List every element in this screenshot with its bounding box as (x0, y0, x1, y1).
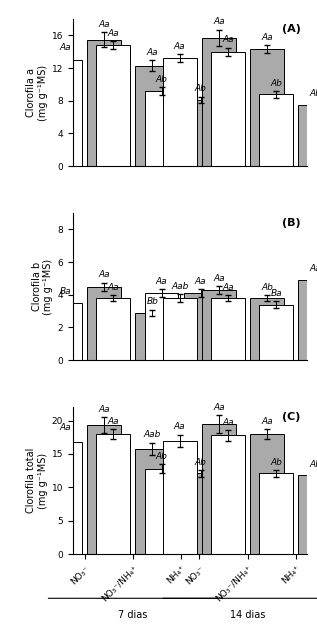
Bar (259, 304, 293, 360)
Text: (A): (A) (281, 24, 301, 34)
Text: Aa: Aa (213, 403, 225, 412)
Text: 7 dias: 7 dias (118, 610, 147, 620)
Text: (B): (B) (282, 218, 301, 227)
Bar (250, 49, 284, 166)
Text: Aa: Aa (222, 418, 234, 427)
Text: Ab: Ab (195, 458, 207, 467)
Bar (145, 293, 178, 360)
Bar (48, 442, 82, 554)
Bar (259, 473, 293, 554)
Text: Aa: Aa (98, 405, 110, 414)
Bar (298, 475, 317, 554)
Bar (163, 441, 197, 554)
Bar (184, 473, 217, 554)
Bar (202, 424, 236, 554)
Text: Ab: Ab (270, 79, 282, 88)
Text: Aa: Aa (195, 277, 206, 286)
Text: Aab: Aab (144, 431, 161, 440)
Bar (298, 280, 317, 360)
Bar (202, 38, 236, 166)
Text: Ab: Ab (309, 461, 317, 469)
Text: Ba: Ba (270, 289, 282, 298)
Bar (250, 434, 284, 554)
Text: Aa: Aa (213, 17, 225, 27)
Bar (87, 287, 121, 360)
Bar (135, 66, 169, 166)
Bar (163, 59, 197, 166)
Bar (211, 298, 245, 360)
Text: 14 dias: 14 dias (230, 610, 265, 620)
Text: Aa: Aa (213, 274, 225, 283)
Text: Aa: Aa (98, 270, 110, 280)
Text: Ab: Ab (270, 458, 282, 467)
Bar (87, 39, 121, 166)
Bar (48, 303, 82, 360)
Text: Ab: Ab (309, 89, 317, 98)
Text: Aa: Aa (146, 48, 158, 57)
Text: Aa: Aa (59, 423, 71, 432)
Bar (211, 52, 245, 166)
Text: Aa: Aa (107, 29, 119, 38)
Text: Bb: Bb (146, 297, 158, 306)
Text: Aa: Aa (222, 36, 234, 45)
Bar (145, 469, 178, 554)
Text: Aa: Aa (59, 43, 71, 52)
Bar (96, 298, 130, 360)
Text: Ab: Ab (156, 452, 167, 461)
Bar (259, 94, 293, 166)
Bar (96, 45, 130, 166)
Text: Aa: Aa (98, 20, 110, 29)
Bar (184, 293, 217, 360)
Text: Aab: Aab (171, 282, 189, 290)
Text: (C): (C) (282, 412, 301, 422)
Bar (135, 448, 169, 554)
Bar (250, 298, 284, 360)
Bar (87, 426, 121, 554)
Text: Aa: Aa (156, 277, 167, 286)
Text: Ab: Ab (195, 85, 207, 94)
Bar (96, 434, 130, 554)
Bar (202, 290, 236, 360)
Bar (145, 91, 178, 166)
Y-axis label: Clorofila b
(mg g⁻¹MS): Clorofila b (mg g⁻¹MS) (32, 259, 53, 315)
Text: Aa: Aa (107, 283, 119, 292)
Text: Ba: Ba (59, 287, 71, 296)
Text: Aa: Aa (222, 283, 234, 292)
Text: Aa: Aa (174, 422, 185, 431)
Bar (211, 435, 245, 554)
Text: Aa: Aa (261, 33, 273, 42)
Text: Ab: Ab (156, 75, 167, 83)
Y-axis label: Clorofila total
(mg g⁻¹MS): Clorofila total (mg g⁻¹MS) (26, 448, 48, 513)
Y-axis label: Clorofila a
(mg g⁻¹MS): Clorofila a (mg g⁻¹MS) (26, 64, 48, 120)
Text: Ab: Ab (261, 283, 273, 292)
Bar (48, 60, 82, 166)
Bar (135, 313, 169, 360)
Text: Aa: Aa (107, 417, 119, 426)
Bar (163, 298, 197, 360)
Text: Aa: Aa (309, 264, 317, 273)
Text: Aa: Aa (174, 42, 185, 51)
Bar (298, 105, 317, 166)
Text: Aa: Aa (261, 417, 273, 426)
Bar (184, 100, 217, 166)
